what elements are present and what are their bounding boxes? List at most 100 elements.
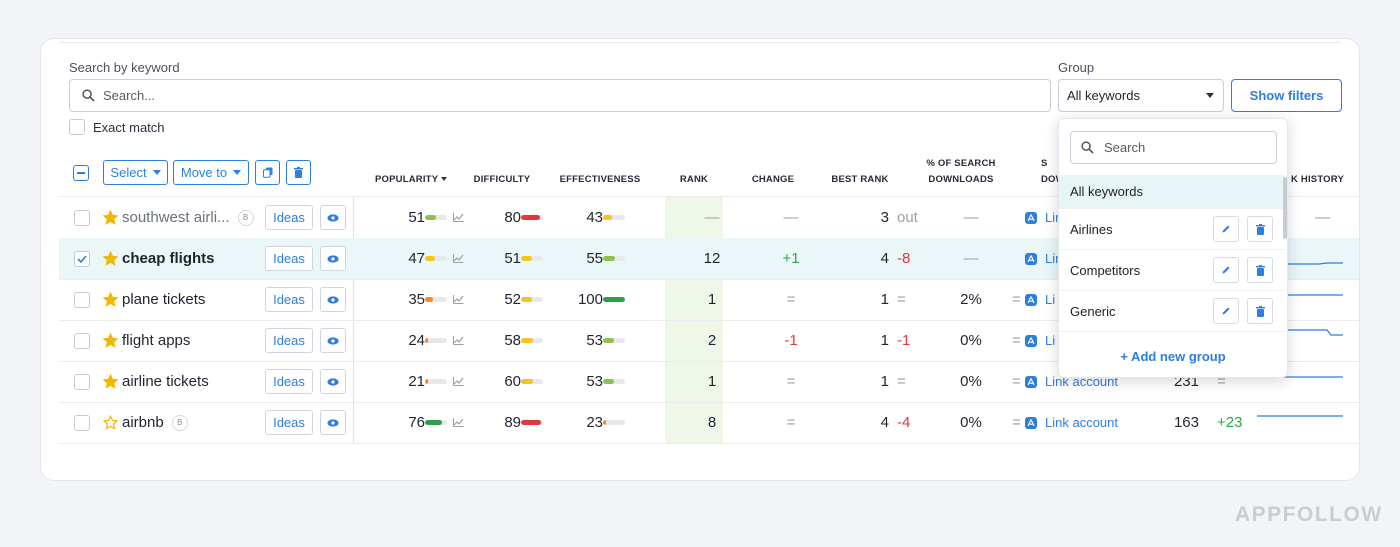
copy-button[interactable] — [255, 160, 280, 185]
column-popularity[interactable]: POPULARITY — [375, 172, 447, 188]
star-filled-icon[interactable] — [103, 210, 118, 225]
column-rank[interactable]: RANK — [679, 174, 709, 185]
show-filters-button[interactable]: Show filters — [1231, 79, 1342, 112]
copy-icon — [262, 167, 272, 178]
column-effectiveness[interactable]: EFFECTIVENESS — [559, 174, 641, 185]
link-account-link[interactable]: Li — [1045, 333, 1056, 348]
rank-history-sparkline[interactable] — [59, 238, 1360, 279]
star-filled-icon[interactable] — [103, 333, 118, 348]
star-filled-icon[interactable] — [103, 251, 118, 266]
column-pct-downloads[interactable]: % OF SEARCH DOWNLOADS — [926, 158, 996, 185]
row-checkbox[interactable] — [74, 209, 90, 226]
keyword-text: airline tickets — [122, 373, 209, 390]
app-store-icon — [1025, 375, 1037, 388]
ideas-button[interactable]: Ideas — [265, 369, 313, 394]
ideas-button[interactable]: Ideas — [265, 287, 313, 312]
move-to-button[interactable]: Move to — [173, 160, 249, 185]
difficulty-value: 52 — [504, 291, 521, 308]
pct-downloads-change: = — [1012, 373, 1021, 390]
row-checkbox[interactable] — [74, 250, 90, 267]
track-button[interactable] — [320, 410, 346, 435]
trend-chart-icon[interactable] — [453, 336, 464, 345]
row-checkbox[interactable] — [74, 291, 90, 308]
effectiveness-bar — [603, 297, 625, 302]
row-checkbox[interactable] — [74, 414, 90, 431]
group-option-label: Generic — [1070, 303, 1116, 319]
chevron-down-icon — [152, 170, 161, 175]
table-row[interactable]: airline tickets Ideas 21 60 53 1 = 1 = 0% = Link ac… — [59, 361, 1359, 402]
add-new-group-button[interactable]: + Add new group — [1120, 349, 1226, 364]
difficulty-value: 89 — [504, 414, 521, 431]
effectiveness-value: 55 — [586, 250, 603, 267]
search-downloads-change: = — [1217, 373, 1226, 390]
group-option[interactable]: Competitors — [1059, 250, 1285, 291]
rank-history-empty: — — [1315, 209, 1330, 226]
trend-chart-icon[interactable] — [453, 295, 464, 304]
link-account-link[interactable]: Li — [1045, 292, 1056, 307]
edit-group-button[interactable] — [1213, 257, 1239, 283]
best-rank-change: -8 — [897, 250, 911, 267]
change-value: = — [786, 373, 796, 390]
ideas-button[interactable]: Ideas — [265, 205, 313, 230]
column-search-downloads[interactable]: S DOW — [1041, 158, 1065, 185]
rank-history-sparkline[interactable] — [59, 320, 1360, 361]
group-select[interactable]: All keywords — [1058, 79, 1224, 112]
table-row[interactable]: southwest airli... B Ideas 51 80 43— —3 out — Lin… — [59, 197, 1359, 238]
star-outline-icon[interactable] — [103, 415, 118, 430]
column-change[interactable]: CHANGE — [751, 174, 795, 185]
row-checkbox[interactable] — [74, 332, 90, 349]
table-row[interactable]: plane tickets Ideas 35 52 100 1 = 1 = 2% = Li — [59, 279, 1359, 320]
group-option-label: Competitors — [1070, 262, 1141, 278]
group-search-input[interactable] — [1104, 140, 1264, 155]
star-filled-icon[interactable] — [103, 374, 118, 389]
delete-group-button[interactable] — [1247, 257, 1273, 283]
group-option[interactable]: Airlines — [1059, 209, 1285, 250]
effectiveness-bar — [603, 420, 625, 425]
change-value: +1 — [782, 250, 800, 267]
group-search-box[interactable] — [1070, 131, 1277, 164]
dropdown-scrollbar[interactable] — [1283, 177, 1287, 239]
rank-value: 8 — [707, 414, 717, 431]
ideas-button[interactable]: Ideas — [265, 410, 313, 435]
track-button[interactable] — [320, 369, 346, 394]
exact-match-checkbox[interactable] — [69, 119, 85, 135]
keyword-text: southwest airli... — [122, 209, 230, 226]
table-row[interactable]: airbnb B Ideas 76 89 23 8 = 4 -4 0% = Link account 16… — [59, 402, 1360, 443]
ideas-button[interactable]: Ideas — [265, 328, 313, 353]
popularity-value: 21 — [408, 373, 425, 390]
edit-group-button[interactable] — [1213, 298, 1239, 324]
delete-group-button[interactable] — [1247, 298, 1273, 324]
trend-chart-icon[interactable] — [453, 377, 464, 386]
popularity-value: 76 — [408, 414, 425, 431]
exact-match[interactable]: Exact match — [69, 119, 165, 135]
select-button[interactable]: Select — [103, 160, 168, 185]
popularity-bar — [425, 256, 447, 261]
track-button[interactable] — [320, 205, 346, 230]
difficulty-value: 60 — [504, 373, 521, 390]
star-filled-icon[interactable] — [103, 292, 118, 307]
track-button[interactable] — [320, 328, 346, 353]
edit-group-button[interactable] — [1213, 216, 1239, 242]
track-button[interactable] — [320, 287, 346, 312]
select-all-checkbox[interactable] — [73, 165, 89, 181]
delete-group-button[interactable] — [1247, 216, 1273, 242]
ideas-button[interactable]: Ideas — [265, 246, 313, 271]
link-account-link[interactable]: Link account — [1045, 415, 1118, 430]
trend-chart-icon[interactable] — [453, 418, 464, 427]
rank-history-sparkline[interactable] — [59, 402, 1360, 443]
best-rank-value: 4 — [880, 414, 889, 431]
search-input[interactable] — [103, 88, 1003, 103]
column-best-rank[interactable]: BEST RANK — [831, 174, 889, 185]
app-store-icon — [1025, 416, 1037, 429]
search-box[interactable] — [69, 79, 1051, 112]
column-rank-history[interactable]: K HISTORY — [1291, 174, 1345, 185]
table-row[interactable]: flight apps Ideas 24 58 53 2 -1 1 -1 0% = Li — [59, 320, 1360, 361]
column-difficulty[interactable]: DIFFICULTY — [473, 174, 531, 185]
delete-button[interactable] — [286, 160, 311, 185]
row-checkbox[interactable] — [74, 373, 90, 390]
track-button[interactable] — [320, 246, 346, 271]
group-option[interactable]: Generic — [1059, 291, 1285, 332]
trend-chart-icon[interactable] — [453, 254, 464, 263]
group-option[interactable]: All keywords — [1059, 175, 1285, 209]
trend-chart-icon[interactable] — [453, 213, 464, 222]
